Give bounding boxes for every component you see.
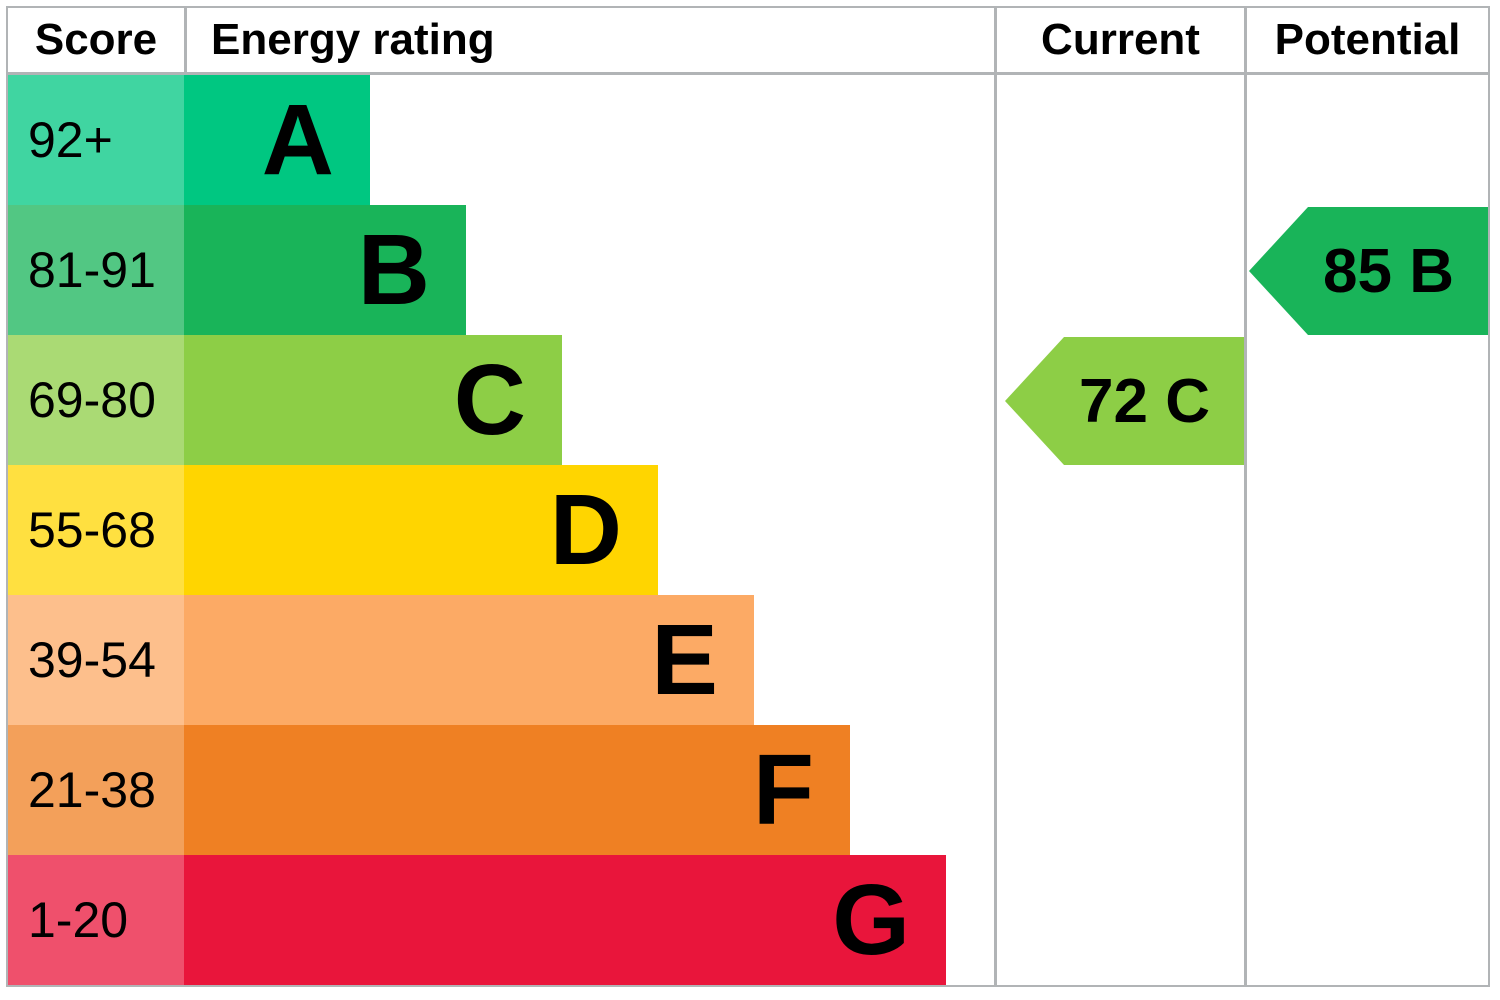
current-column-divider [994, 8, 997, 985]
score-header-divider [184, 8, 187, 72]
band-row-d: 55-68 D [8, 465, 1488, 595]
score-range-e: 39-54 [8, 595, 184, 725]
rating-letter-g: G [832, 864, 910, 976]
band-row-a: 92+ A [8, 75, 1488, 205]
rating-letter-a: A [261, 84, 334, 196]
score-range-a: 92+ [8, 75, 184, 205]
current-rating-arrow: 72 C [1005, 337, 1244, 465]
rating-bar-a: A [184, 75, 370, 205]
header-divider-line [8, 72, 1488, 75]
rating-bar-g: G [184, 855, 946, 985]
potential-column-divider [1244, 8, 1247, 985]
score-range-c: 69-80 [8, 335, 184, 465]
potential-rating-label: 85 B [1323, 236, 1454, 306]
rating-letter-e: E [651, 604, 718, 716]
score-range-g: 1-20 [8, 855, 184, 985]
current-rating-label: 72 C [1079, 366, 1210, 436]
score-range-f: 21-38 [8, 725, 184, 855]
rating-letter-c: C [453, 344, 526, 456]
potential-rating-arrow: 85 B [1249, 207, 1488, 335]
score-range-b: 81-91 [8, 205, 184, 335]
band-row-g: 1-20 G [8, 855, 1488, 985]
rating-letter-d: D [549, 474, 622, 586]
band-row-e: 39-54 E [8, 595, 1488, 725]
potential-column-header: Potential [1274, 15, 1461, 64]
rating-bar-d: D [184, 465, 658, 595]
rating-bar-e: E [184, 595, 754, 725]
rating-letter-b: B [357, 214, 430, 326]
rating-letter-f: F [752, 734, 814, 846]
score-column-header: Score [34, 15, 158, 64]
band-row-b: 81-91 B [8, 205, 1488, 335]
rating-bar-b: B [184, 205, 466, 335]
band-row-c: 69-80 C [8, 335, 1488, 465]
rating-bar-c: C [184, 335, 562, 465]
rating-bar-f: F [184, 725, 850, 855]
current-column-header: Current [1041, 15, 1200, 64]
score-range-d: 55-68 [8, 465, 184, 595]
band-row-f: 21-38 F [8, 725, 1488, 855]
energy-rating-column-header: Energy rating [211, 15, 495, 64]
